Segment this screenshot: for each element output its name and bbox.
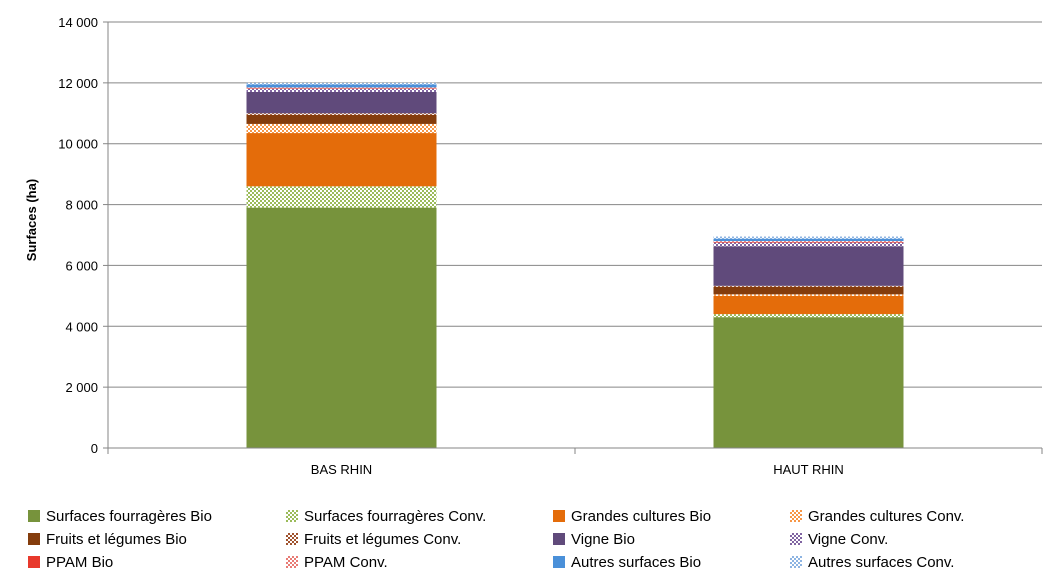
bar-segment: [713, 242, 904, 247]
legend-swatch: [28, 556, 40, 568]
legend-swatch: [286, 533, 298, 545]
legend-label: PPAM Conv.: [304, 553, 388, 571]
bar-segment: [246, 88, 437, 92]
legend-label: Grandes cultures Conv.: [808, 507, 965, 525]
legend-item: Autres surfaces Conv.: [790, 552, 954, 572]
legend-item: Surfaces fourragères Bio: [28, 506, 212, 526]
legend-label: Fruits et légumes Bio: [46, 530, 187, 548]
y-tick-label: 0: [91, 441, 98, 456]
bar-segment: [713, 246, 904, 286]
legend-label: Vigne Conv.: [808, 530, 889, 548]
bar-segment: [246, 82, 437, 85]
y-tick-label: 2 000: [65, 380, 98, 395]
bar-segment: [713, 285, 904, 287]
legend-item: Vigne Bio: [553, 529, 635, 549]
legend-label: Autres surfaces Bio: [571, 553, 702, 571]
y-tick-label: 4 000: [65, 319, 98, 334]
legend-swatch: [286, 556, 298, 568]
bar-segment: [713, 314, 904, 318]
bar-segment: [713, 317, 904, 448]
legend-item: Grandes cultures Bio: [553, 506, 711, 526]
y-tick-label: 10 000: [58, 137, 98, 152]
bar-segment: [713, 236, 904, 239]
legend-swatch: [28, 510, 40, 522]
legend-label: Vigne Bio: [571, 530, 635, 548]
legend-swatch: [553, 533, 565, 545]
legend-label: Fruits et légumes Conv.: [304, 530, 462, 548]
x-tick-label: HAUT RHIN: [773, 462, 844, 477]
legend-label: Surfaces fourragères Conv.: [304, 507, 487, 525]
bar-segment: [246, 88, 437, 89]
bar-segment: [713, 241, 904, 242]
y-tick-label: 8 000: [65, 198, 98, 213]
legend-swatch: [790, 556, 802, 568]
legend-item: Fruits et légumes Bio: [28, 529, 187, 549]
legend-label: Surfaces fourragères Bio: [46, 507, 212, 525]
legend-item: PPAM Conv.: [286, 552, 388, 572]
bar-segment: [713, 295, 904, 315]
bar-segment: [246, 133, 437, 187]
legend-item: Surfaces fourragères Conv.: [286, 506, 486, 526]
legend-item: Fruits et légumes Conv.: [286, 529, 461, 549]
bar-segment: [246, 87, 437, 89]
bar-segment: [246, 186, 437, 208]
bar-segment: [246, 91, 437, 114]
bar-segment: [713, 241, 904, 243]
bar-segment: [713, 286, 904, 295]
legend-swatch: [790, 533, 802, 545]
y-tick-label: 12 000: [58, 76, 98, 91]
bar-segment: [246, 207, 437, 448]
stacked-bar-chart: 0 2 000 4 000 6 000 8 000 10 000 12 000 14 000 B…: [24, 15, 1043, 477]
bar-segment: [246, 113, 437, 115]
bar-segment: [246, 114, 437, 124]
legend-label: PPAM Bio: [46, 553, 114, 571]
legend-swatch: [553, 556, 565, 568]
y-axis-label: Surfaces (ha): [24, 179, 39, 261]
legend-label: Grandes cultures Bio: [571, 507, 712, 525]
y-tick-label: 6 000: [65, 258, 98, 273]
legend-swatch: [28, 533, 40, 545]
x-tick-label: BAS RHIN: [311, 462, 372, 477]
bar-segment: [713, 294, 904, 296]
legend-item: PPAM Bio: [28, 552, 113, 572]
legend-swatch: [553, 510, 565, 522]
bar-segment: [713, 238, 904, 242]
legend-label: Autres surfaces Conv.: [808, 553, 955, 571]
legend-item: Grandes cultures Conv.: [790, 506, 964, 526]
y-tick-label: 14 000: [58, 15, 98, 30]
bar-segment: [246, 84, 437, 88]
bars: [246, 82, 904, 448]
legend-item: Autres surfaces Bio: [553, 552, 701, 572]
bar-segment: [246, 123, 437, 134]
legend-swatch: [286, 510, 298, 522]
axes: 0 2 000 4 000 6 000 8 000 10 000 12 000 14 000 B…: [58, 15, 1043, 477]
legend-swatch: [790, 510, 802, 522]
legend-item: Vigne Conv.: [790, 529, 888, 549]
